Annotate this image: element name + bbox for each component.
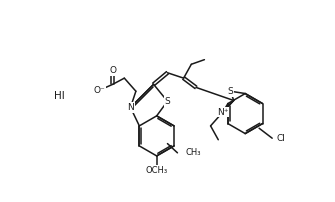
Text: Cl: Cl [276, 134, 285, 143]
Text: N: N [127, 103, 134, 112]
Text: O⁻: O⁻ [93, 86, 105, 95]
Text: HI: HI [54, 91, 65, 101]
Text: N⁺: N⁺ [217, 107, 229, 117]
Text: S: S [164, 97, 170, 106]
Text: CH₃: CH₃ [185, 148, 201, 157]
Text: S: S [228, 87, 233, 96]
Text: OCH₃: OCH₃ [146, 166, 168, 175]
Text: O: O [109, 66, 116, 75]
